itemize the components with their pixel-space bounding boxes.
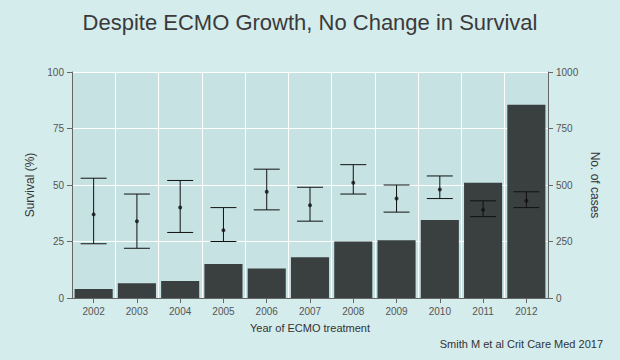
svg-text:2006: 2006: [256, 306, 279, 317]
svg-text:75: 75: [53, 123, 65, 134]
svg-text:2004: 2004: [169, 306, 192, 317]
svg-text:0: 0: [556, 293, 562, 304]
svg-text:2009: 2009: [385, 306, 408, 317]
svg-text:Year of ECMO treatment: Year of ECMO treatment: [250, 322, 370, 334]
svg-text:500: 500: [556, 180, 573, 191]
svg-text:250: 250: [556, 236, 573, 247]
svg-text:750: 750: [556, 123, 573, 134]
svg-text:50: 50: [53, 180, 65, 191]
svg-text:1000: 1000: [556, 67, 579, 78]
svg-text:2003: 2003: [126, 306, 149, 317]
svg-text:2011: 2011: [472, 306, 494, 317]
svg-text:2010: 2010: [429, 306, 452, 317]
svg-text:No. of cases: No. of cases: [588, 152, 602, 219]
svg-text:2007: 2007: [299, 306, 322, 317]
svg-text:2012: 2012: [515, 306, 538, 317]
svg-text:Smith M et al Crit Care Med 20: Smith M et al Crit Care Med 2017: [440, 338, 603, 350]
svg-text:Despite ECMO Growth, No Change: Despite ECMO Growth, No Change in Surviv…: [83, 10, 538, 35]
svg-text:100: 100: [47, 67, 64, 78]
svg-text:2008: 2008: [342, 306, 365, 317]
svg-text:0: 0: [58, 293, 64, 304]
svg-text:25: 25: [53, 236, 65, 247]
svg-text:Survival (%): Survival (%): [23, 153, 37, 218]
svg-text:2005: 2005: [212, 306, 235, 317]
svg-text:2002: 2002: [83, 306, 106, 317]
